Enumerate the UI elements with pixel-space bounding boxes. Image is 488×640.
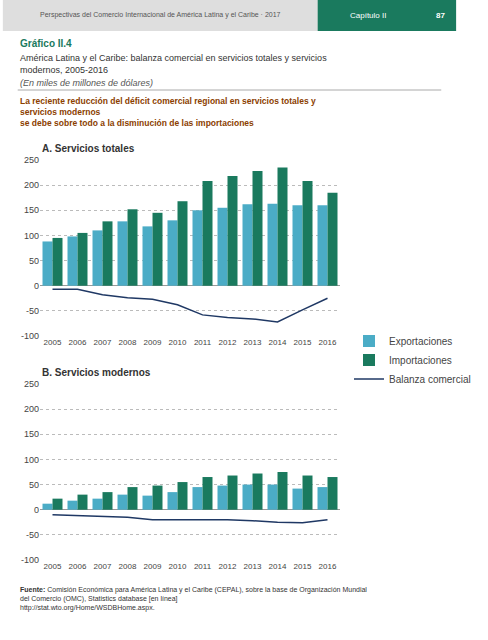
svg-text:2010: 2010 (169, 562, 187, 571)
svg-text:2006: 2006 (69, 338, 87, 347)
svg-text:La reciente reducción del défi: La reciente reducción del déficit comerc… (20, 96, 316, 128)
svg-text:2012: 2012 (219, 338, 237, 347)
svg-text:2005: 2005 (44, 562, 62, 571)
svg-text:Fuente: Comisión Económica par: Fuente: Comisión Económica para América … (20, 586, 367, 612)
svg-text:50: 50 (29, 256, 39, 266)
svg-text:2016: 2016 (319, 338, 337, 347)
svg-text:2007: 2007 (94, 562, 112, 571)
svg-text:250: 250 (24, 155, 39, 165)
svg-text:0: 0 (34, 505, 39, 515)
svg-text:2008: 2008 (119, 338, 137, 347)
svg-text:América Latina y el Caribe: ba: América Latina y el Caribe: balanza come… (20, 53, 327, 75)
svg-text:2013: 2013 (244, 338, 262, 347)
svg-text:2009: 2009 (144, 338, 162, 347)
svg-text:Gráfico II.4: Gráfico II.4 (20, 38, 72, 49)
svg-text:A. Servicios totales: A. Servicios totales (42, 143, 135, 154)
svg-text:2005: 2005 (44, 338, 62, 347)
svg-text:2012: 2012 (219, 562, 237, 571)
svg-text:2010: 2010 (169, 338, 187, 347)
svg-text:2007: 2007 (94, 338, 112, 347)
svg-text:Importaciones: Importaciones (389, 355, 452, 366)
svg-text:2014: 2014 (269, 338, 287, 347)
svg-text:150: 150 (24, 205, 39, 215)
svg-text:250: 250 (24, 379, 39, 389)
svg-text:100: 100 (24, 455, 39, 465)
svg-text:2006: 2006 (69, 562, 87, 571)
svg-text:200: 200 (24, 404, 39, 414)
svg-text:2014: 2014 (269, 562, 287, 571)
svg-text:Exportaciones: Exportaciones (389, 336, 452, 347)
svg-text:2011: 2011 (194, 562, 212, 571)
svg-text:2015: 2015 (294, 338, 312, 347)
svg-text:-100: -100 (21, 331, 39, 341)
svg-text:2009: 2009 (144, 562, 162, 571)
svg-text:2008: 2008 (119, 562, 137, 571)
svg-text:Capítulo II: Capítulo II (350, 11, 386, 20)
svg-text:-50: -50 (26, 306, 39, 316)
svg-text:2013: 2013 (244, 562, 262, 571)
svg-text:Perspectivas del Comercio Inte: Perspectivas del Comercio Internacional … (40, 11, 281, 19)
svg-text:200: 200 (24, 180, 39, 190)
svg-text:100: 100 (24, 231, 39, 241)
svg-text:B. Servicios modernos: B. Servicios modernos (42, 367, 151, 378)
svg-text:0: 0 (34, 281, 39, 291)
svg-text:Balanza comercial: Balanza comercial (389, 374, 471, 385)
svg-text:2011: 2011 (194, 338, 212, 347)
svg-text:50: 50 (29, 480, 39, 490)
svg-text:-50: -50 (26, 530, 39, 540)
svg-text:150: 150 (24, 429, 39, 439)
svg-text:87: 87 (436, 11, 445, 20)
svg-text:2016: 2016 (319, 562, 337, 571)
svg-text:(En miles de millones de dólar: (En miles de millones de dólares) (20, 78, 153, 88)
svg-text:-100: -100 (21, 555, 39, 565)
svg-text:2015: 2015 (294, 562, 312, 571)
